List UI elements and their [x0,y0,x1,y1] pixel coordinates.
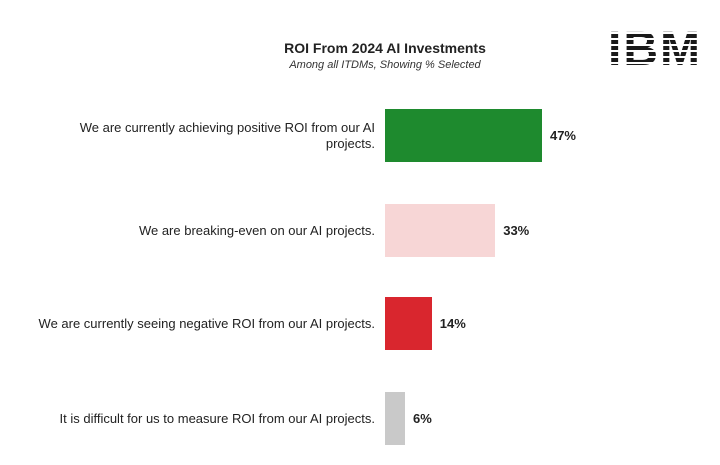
value-label: 14% [439,316,466,331]
chart-title: ROI From 2024 AI Investments [284,40,486,56]
bar [385,392,406,445]
category-label: We are currently achieving positive ROI … [79,120,375,151]
logo: IBM [608,23,702,76]
category-label: It is difficult for us to measure ROI fr… [59,411,376,426]
bar [385,297,432,350]
category-label: We are breaking-even on our AI projects. [138,223,375,238]
value-label: 6% [413,411,432,426]
category-label: We are currently seeing negative ROI fro… [38,316,375,331]
bar [385,204,496,257]
value-label: 33% [503,223,530,238]
value-label: 47% [549,128,576,143]
bar [385,109,542,162]
chart-subtitle: Among all ITDMs, Showing % Selected [289,59,481,71]
